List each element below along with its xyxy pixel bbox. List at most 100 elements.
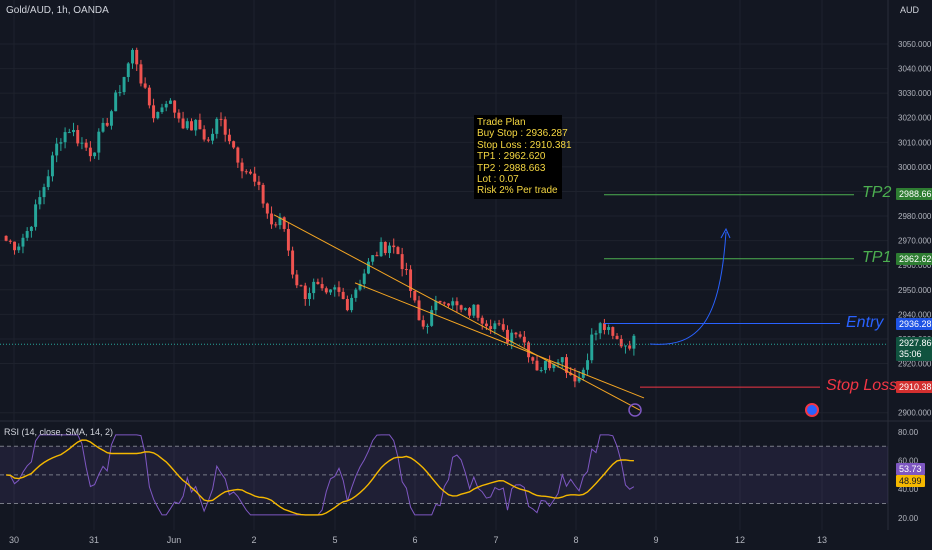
candle-body <box>206 139 210 141</box>
candle-body <box>316 281 320 285</box>
candle-body <box>88 147 92 157</box>
x-tick-label: 13 <box>817 535 827 545</box>
candle-body <box>232 141 236 148</box>
candle-body <box>468 308 472 316</box>
x-tick-label: 7 <box>493 535 498 545</box>
candle-body <box>573 375 577 382</box>
candle-body <box>506 329 509 343</box>
candle-body <box>628 345 632 349</box>
candle-body <box>493 323 497 329</box>
candle-body <box>594 333 598 335</box>
candle-body <box>156 112 160 119</box>
candle-body <box>413 290 417 301</box>
candle-body <box>565 357 568 373</box>
candle-body <box>607 327 611 330</box>
candle-body <box>253 173 257 182</box>
tp1-label: TP1 <box>862 249 892 266</box>
candle-body <box>388 245 391 254</box>
candle-body <box>164 103 168 108</box>
candle-body <box>114 92 118 112</box>
candle-body <box>303 285 307 300</box>
candle-body <box>501 324 505 330</box>
candle-body <box>4 235 8 241</box>
candle-body <box>535 360 539 371</box>
candle-body <box>29 226 33 232</box>
candle-body <box>472 304 476 316</box>
candle-body <box>379 241 383 257</box>
y-tick-label: 3050.000 <box>898 40 932 49</box>
candle-body <box>101 122 105 132</box>
y-tick-label: 2920.000 <box>898 360 932 369</box>
candle-body <box>569 372 573 376</box>
candle-body <box>442 302 446 304</box>
candle-body <box>194 119 198 131</box>
trade-plan-box: Trade Plan Buy Stop : 2936.287 Stop Loss… <box>474 115 572 199</box>
x-tick-label: 8 <box>573 535 578 545</box>
candle-body <box>480 317 484 324</box>
candle-body <box>84 142 88 148</box>
candle-body <box>126 63 130 78</box>
candle-body <box>227 134 231 142</box>
candle-body <box>531 357 535 361</box>
x-tick-label: 30 <box>9 535 19 545</box>
candle-body <box>451 301 455 306</box>
candle-body <box>400 254 404 270</box>
candle-body <box>257 181 261 185</box>
candle-body <box>198 119 202 130</box>
candle-body <box>611 327 615 336</box>
candle-body <box>265 203 269 214</box>
candle-body <box>122 77 126 93</box>
candle-body <box>329 289 333 293</box>
candle-body <box>632 335 636 349</box>
y-tick-label: 3030.000 <box>898 89 932 98</box>
candle-body <box>131 49 134 64</box>
candle-body <box>522 336 526 343</box>
trendline <box>273 214 641 411</box>
candle-body <box>202 129 206 140</box>
candle-body <box>455 301 459 306</box>
candle-body <box>362 273 366 284</box>
candle-body <box>489 326 493 329</box>
candle-body <box>21 237 25 247</box>
x-tick-label: 31 <box>89 535 99 545</box>
candle-body <box>577 377 581 382</box>
candle-body <box>404 269 408 271</box>
rsi-title: RSI (14, close, SMA, 14, 2) <box>4 427 114 437</box>
candle-body <box>484 323 488 327</box>
candle-body <box>177 112 181 119</box>
projection-curve <box>649 231 727 345</box>
candle-body <box>375 255 379 257</box>
candle-body <box>421 320 425 327</box>
candle-body <box>97 131 101 153</box>
candle-body <box>50 155 54 177</box>
candle-body <box>371 255 375 262</box>
candle-body <box>392 245 396 248</box>
candle-body <box>299 285 303 287</box>
candle-body <box>282 217 286 229</box>
candle-body <box>619 338 623 347</box>
candle-body <box>93 152 97 157</box>
candle-body <box>307 293 311 300</box>
rsi-line <box>6 434 635 516</box>
candle-body <box>590 334 594 361</box>
candle-body <box>350 297 354 311</box>
candle-body <box>333 287 337 290</box>
candle-body <box>34 204 38 227</box>
currency-label: AUD <box>900 5 920 15</box>
y-tick-label: 2960.000 <box>898 261 932 270</box>
candle-body <box>25 231 29 238</box>
x-tick-label: Jun <box>167 535 182 545</box>
rsi-sma-line <box>6 439 634 516</box>
candle-body <box>548 360 552 369</box>
candle-body <box>13 241 17 251</box>
y-tick-label: 2900.000 <box>898 409 932 418</box>
candle-body <box>383 241 387 254</box>
candle-body <box>434 300 438 311</box>
trade-plan-line: Risk 2% Per trade <box>477 185 558 197</box>
projection-arrowhead <box>720 227 731 239</box>
y-tick-label: 3000.000 <box>898 163 932 172</box>
candle-body <box>497 323 501 325</box>
candle-body <box>63 132 67 143</box>
y-tick-label: 2950.000 <box>898 286 932 295</box>
